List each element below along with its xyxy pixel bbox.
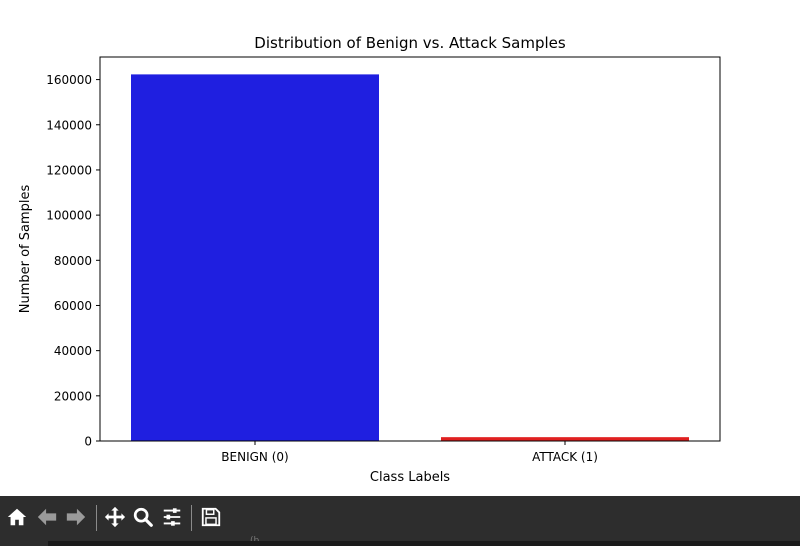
- toolbar-separator: [191, 505, 192, 531]
- y-tick-label: 0: [84, 435, 92, 449]
- y-tick-label: 140000: [46, 118, 92, 132]
- y-tick-label: 100000: [46, 209, 92, 223]
- zoom-icon: [133, 507, 153, 527]
- plot-toolbar: [0, 496, 800, 546]
- forward-icon: [66, 508, 86, 526]
- y-tick-label: 60000: [54, 299, 92, 313]
- save-icon: [201, 507, 221, 527]
- figure-background: [0, 0, 800, 496]
- y-axis-label: Number of Samples: [18, 185, 33, 314]
- chart-title: Distribution of Benign vs. Attack Sample…: [254, 34, 566, 52]
- zoom-button[interactable]: [131, 505, 155, 529]
- back-button[interactable]: [35, 505, 59, 529]
- pan-icon: [104, 506, 126, 528]
- home-icon: [7, 508, 27, 526]
- y-tick-label: 20000: [54, 389, 92, 403]
- configure-subplots-button[interactable]: [160, 505, 184, 529]
- y-tick-label: 80000: [54, 254, 92, 268]
- x-tick-label: BENIGN (0): [221, 450, 288, 464]
- y-axis: 0 20000 40000 60000 80000 100000 120000 140000 1…: [46, 73, 100, 449]
- y-tick-label: 40000: [54, 344, 92, 358]
- y-tick-label: 120000: [46, 163, 92, 177]
- forward-button[interactable]: [64, 505, 88, 529]
- configure-subplots-icon: [163, 508, 181, 526]
- pan-button[interactable]: [103, 505, 127, 529]
- x-axis: BENIGN (0) ATTACK (1): [221, 441, 598, 464]
- save-button[interactable]: [199, 505, 223, 529]
- plot-area-frame: [99, 56, 721, 442]
- y-tick-label: 160000: [46, 73, 92, 87]
- status-bar: [48, 541, 800, 546]
- bar-attack: [441, 437, 689, 441]
- chart-figure: Distribution of Benign vs. Attack Sample…: [0, 0, 800, 496]
- x-axis-label: Class Labels: [370, 470, 450, 485]
- x-tick-label: ATTACK (1): [532, 450, 598, 464]
- toolbar-separator: [96, 505, 97, 531]
- bar-benign: [131, 74, 379, 441]
- back-icon: [37, 508, 57, 526]
- home-button[interactable]: [5, 505, 29, 529]
- bars-layer: [131, 74, 689, 441]
